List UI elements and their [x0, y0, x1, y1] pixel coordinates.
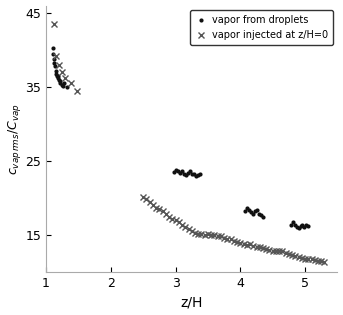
vapor from droplets	[65, 85, 69, 89]
vapor from droplets	[304, 223, 308, 226]
vapor injected at z/H=0	[232, 239, 236, 243]
vapor from droplets	[249, 210, 253, 214]
vapor from droplets	[50, 52, 55, 55]
Legend: vapor from droplets, vapor injected at z/H=0: vapor from droplets, vapor injected at z…	[190, 10, 333, 45]
vapor injected at z/H=0	[248, 242, 252, 246]
Line: vapor injected at z/H=0: vapor injected at z/H=0	[51, 21, 327, 265]
vapor from droplets	[51, 47, 55, 50]
Y-axis label: $\mathit{c}_{\mathit{vap}\,\mathit{rms}}/\mathit{C}_{\mathit{vap}}$: $\mathit{c}_{\mathit{vap}\,\mathit{rms}}…	[5, 103, 23, 175]
vapor injected at z/H=0	[322, 260, 327, 264]
vapor from droplets	[58, 81, 62, 85]
vapor from droplets	[255, 208, 259, 212]
vapor from droplets	[297, 226, 301, 230]
Line: vapor from droplets: vapor from droplets	[50, 46, 310, 231]
X-axis label: z/H: z/H	[180, 295, 203, 309]
vapor injected at z/H=0	[144, 198, 149, 201]
vapor injected at z/H=0	[251, 244, 255, 248]
vapor from droplets	[172, 170, 176, 174]
vapor injected at z/H=0	[52, 22, 56, 26]
vapor injected at z/H=0	[219, 235, 223, 238]
vapor injected at z/H=0	[203, 233, 207, 237]
vapor from droplets	[306, 224, 310, 228]
